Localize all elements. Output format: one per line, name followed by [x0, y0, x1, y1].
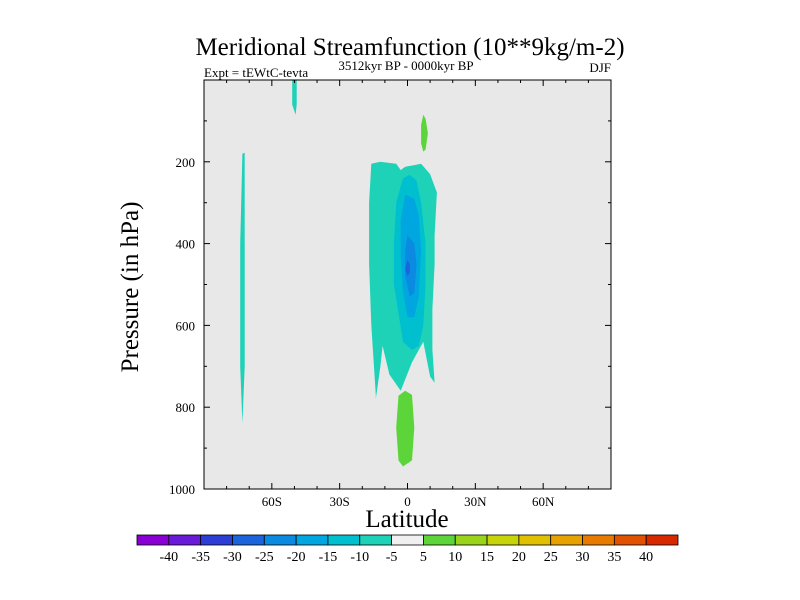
- y-axis-label: Pressure (in hPa): [117, 202, 144, 373]
- y-tick-label: 400: [176, 237, 196, 252]
- chart-title: Meridional Streamfunction (10**9kg/m-2): [195, 34, 624, 61]
- x-tick-label: 30S: [330, 494, 350, 509]
- colorbar-label: -5: [386, 550, 398, 565]
- contour-regions: [240, 80, 437, 467]
- colorbar-swatch: [327, 534, 361, 546]
- colorbar-label: -25: [255, 550, 274, 565]
- colorbar-label: -30: [223, 550, 242, 565]
- colorbar-swatch: [200, 534, 233, 546]
- y-tick-label: 1000: [169, 482, 195, 497]
- cell-plus-5-upper: [421, 114, 428, 152]
- cell-minus-5-top: [292, 80, 297, 115]
- cell-minus-25: [405, 260, 410, 277]
- colorbar-swatch: [136, 534, 170, 546]
- cell-plus-5-lower: [396, 390, 415, 467]
- axis-ticks: 60S 30S 0 30N 60N 200 400 600 800 1000: [169, 80, 611, 509]
- cell-minus-5-south: [240, 152, 245, 424]
- x-tick-label: 60N: [532, 494, 555, 509]
- colorbar-swatch: [168, 534, 202, 546]
- x-tick-label: 0: [404, 494, 411, 509]
- colorbar-swatch: [613, 534, 647, 546]
- colorbar-label: -35: [191, 550, 210, 565]
- colorbar-swatch: [295, 534, 329, 546]
- season-label: DJF: [589, 60, 611, 75]
- colorbar-swatch: [454, 534, 488, 546]
- colorbar-label: 30: [576, 550, 590, 565]
- time-range-label: 3512kyr BP - 0000kyr BP: [338, 58, 473, 73]
- colorbar-label: -40: [159, 550, 178, 565]
- colorbar-swatch: [423, 534, 456, 546]
- colorbar-swatch: [486, 534, 520, 546]
- colorbar: -40 -35 -30 -25 -20 -15 -10 -5 5 10 15 20 25 30 35 40: [136, 534, 679, 565]
- x-axis-label: Latitude: [365, 506, 448, 533]
- colorbar-swatch: [645, 534, 679, 546]
- cell-minus-20: [405, 235, 417, 297]
- colorbar-label: 25: [544, 550, 558, 565]
- x-tick-label: 30N: [464, 494, 487, 509]
- colorbar-swatch: [550, 534, 583, 546]
- colorbar-label: 15: [480, 550, 494, 565]
- colorbar-swatch: [582, 534, 615, 546]
- colorbar-swatch: [232, 534, 265, 546]
- colorbar-swatch: [263, 534, 297, 546]
- y-tick-label: 800: [176, 400, 196, 415]
- colorbar-label: -10: [350, 550, 369, 565]
- colorbar-swatch: [359, 534, 392, 546]
- colorbar-swatch: [518, 534, 552, 546]
- colorbar-label: 5: [420, 550, 427, 565]
- experiment-label: Expt = tEWtC-tevta: [204, 65, 308, 80]
- colorbar-label: 40: [639, 550, 653, 565]
- colorbar-label: -15: [319, 550, 338, 565]
- y-tick-label: 600: [176, 318, 196, 333]
- colorbar-label: 35: [607, 550, 621, 565]
- colorbar-label: 10: [448, 550, 462, 565]
- colorbar-swatch: [391, 534, 424, 546]
- y-tick-label: 200: [176, 155, 196, 170]
- x-tick-label: 60S: [262, 494, 282, 509]
- colorbar-label: 20: [512, 550, 526, 565]
- colorbar-label: -20: [287, 550, 306, 565]
